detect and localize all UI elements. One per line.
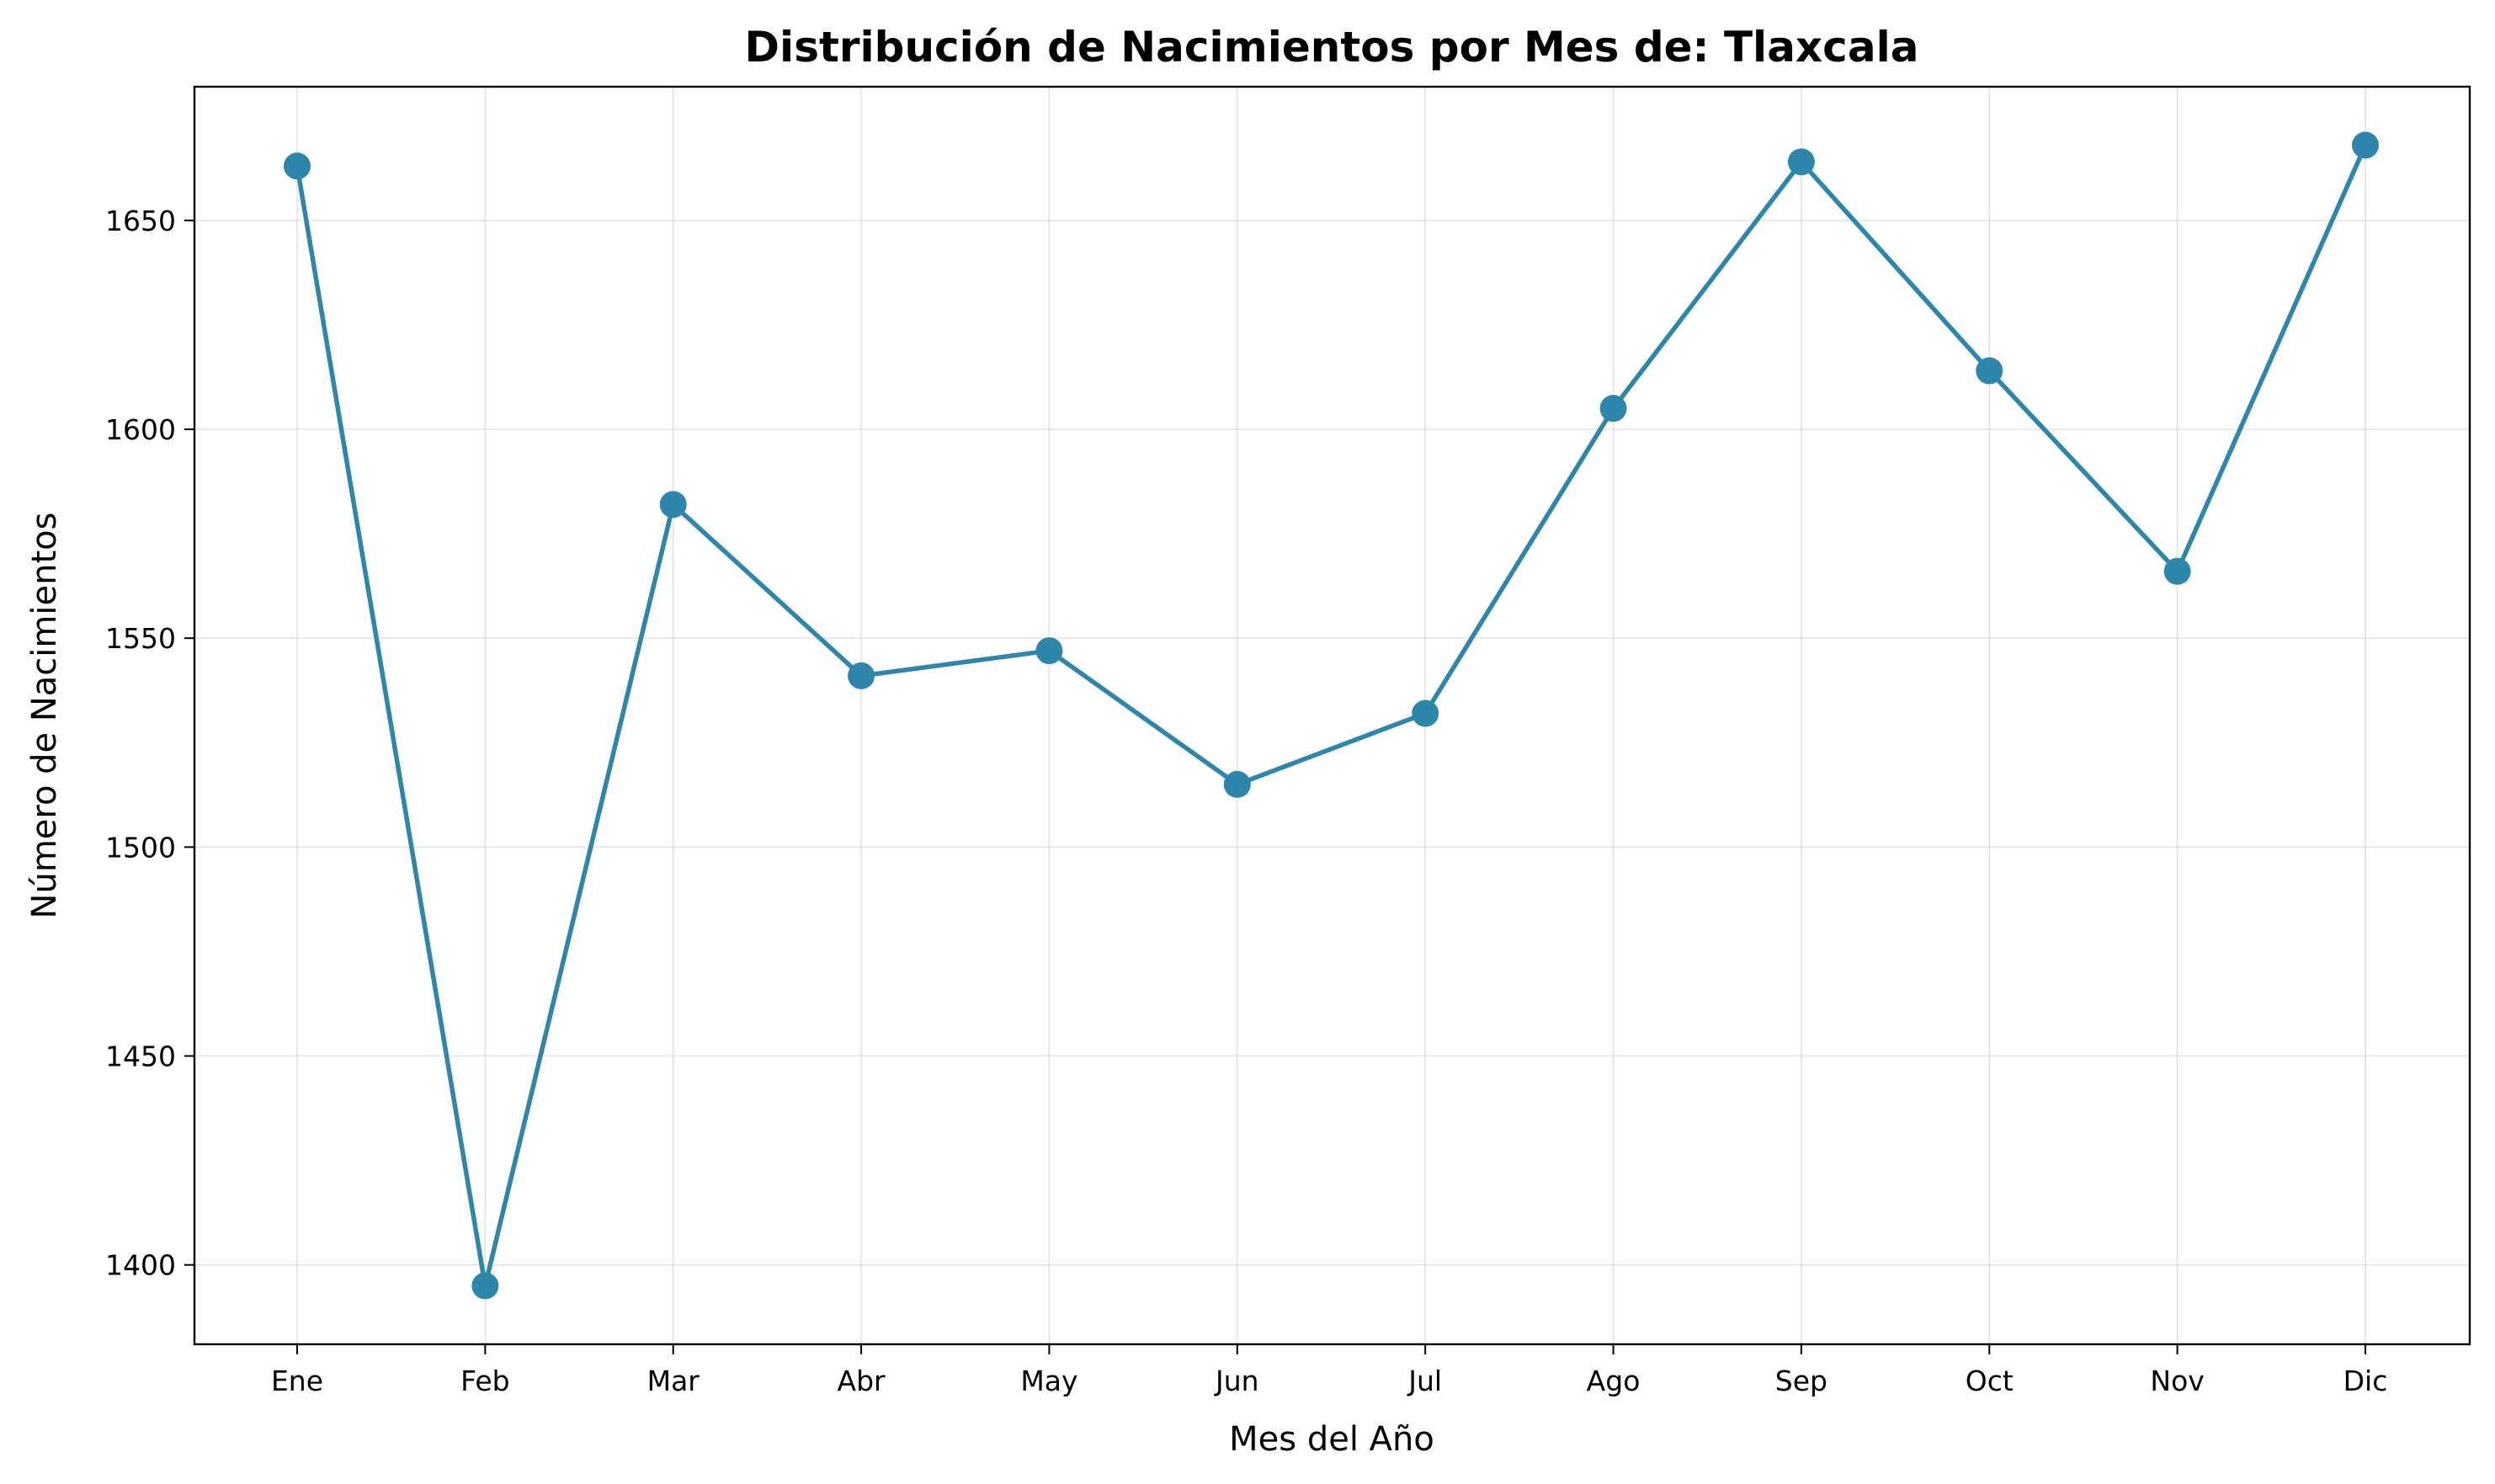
x-tick-label: Nov (2150, 1364, 2204, 1397)
x-tick-label: May (1020, 1364, 1077, 1397)
x-axis-ticks: Ene Feb Mar Abr May Jun Jul Ago Sep Oct Nov Dic (271, 1344, 2387, 1397)
x-tick-label: Mar (647, 1364, 700, 1397)
axes-frame (193, 85, 2471, 1346)
data-point (471, 1272, 499, 1300)
x-tick-label: Jul (1407, 1364, 1442, 1397)
y-tick-label: 1400 (105, 1249, 176, 1282)
y-tick-label: 1500 (105, 831, 176, 864)
x-tick-label: Sep (1775, 1364, 1827, 1397)
x-tick-label: Jun (1214, 1364, 1259, 1397)
data-point (1223, 770, 1251, 798)
data-point (284, 152, 311, 180)
y-tick-label: 1550 (105, 622, 176, 655)
y-tick-label: 1450 (105, 1040, 176, 1073)
x-axis-label: Mes del Año (1229, 1420, 1434, 1459)
data-point (848, 662, 875, 689)
x-tick-label: Oct (1966, 1364, 2014, 1397)
x-tick-label: Ene (271, 1364, 323, 1397)
data-point (1035, 637, 1063, 665)
data-point (659, 491, 687, 519)
y-tick-label: 1650 (105, 205, 176, 237)
data-point (1787, 148, 1815, 176)
x-tick-label: Dic (2343, 1364, 2388, 1397)
x-tick-label: Ago (1587, 1364, 1641, 1397)
data-point (1412, 699, 1439, 727)
data-point (2352, 131, 2379, 159)
series (284, 131, 2379, 1300)
y-axis-ticks: 1400 1450 1500 1550 1600 1650 (105, 205, 194, 1282)
y-tick-label: 1600 (105, 413, 176, 446)
grid (194, 87, 2470, 1344)
chart-title: Distribución de Nacimientos por Mes de: … (745, 23, 1919, 72)
data-point (1599, 395, 1627, 423)
data-point (1976, 357, 2003, 385)
x-tick-label: Feb (460, 1364, 509, 1397)
x-tick-label: Abr (838, 1364, 886, 1397)
y-axis-label: Número de Nacimientos (25, 513, 64, 919)
data-point (2163, 557, 2191, 585)
series-line (295, 144, 2368, 1289)
